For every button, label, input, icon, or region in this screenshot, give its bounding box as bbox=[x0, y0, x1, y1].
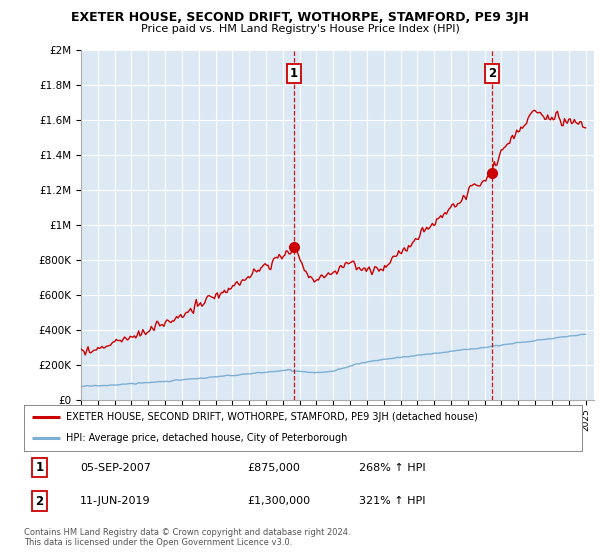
Text: EXETER HOUSE, SECOND DRIFT, WOTHORPE, STAMFORD, PE9 3JH: EXETER HOUSE, SECOND DRIFT, WOTHORPE, ST… bbox=[71, 11, 529, 24]
Text: £1,300,000: £1,300,000 bbox=[247, 496, 310, 506]
Text: 321% ↑ HPI: 321% ↑ HPI bbox=[359, 496, 425, 506]
Text: Contains HM Land Registry data © Crown copyright and database right 2024.
This d: Contains HM Land Registry data © Crown c… bbox=[24, 528, 350, 547]
Text: 1: 1 bbox=[290, 67, 298, 80]
Text: 2: 2 bbox=[488, 67, 496, 80]
Text: Price paid vs. HM Land Registry's House Price Index (HPI): Price paid vs. HM Land Registry's House … bbox=[140, 24, 460, 34]
Text: EXETER HOUSE, SECOND DRIFT, WOTHORPE, STAMFORD, PE9 3JH (detached house): EXETER HOUSE, SECOND DRIFT, WOTHORPE, ST… bbox=[66, 412, 478, 422]
Text: £875,000: £875,000 bbox=[247, 463, 300, 473]
Text: HPI: Average price, detached house, City of Peterborough: HPI: Average price, detached house, City… bbox=[66, 433, 347, 444]
Text: 2: 2 bbox=[35, 494, 44, 508]
Text: 268% ↑ HPI: 268% ↑ HPI bbox=[359, 463, 425, 473]
Text: 11-JUN-2019: 11-JUN-2019 bbox=[80, 496, 151, 506]
Text: 05-SEP-2007: 05-SEP-2007 bbox=[80, 463, 151, 473]
Text: 1: 1 bbox=[35, 461, 44, 474]
